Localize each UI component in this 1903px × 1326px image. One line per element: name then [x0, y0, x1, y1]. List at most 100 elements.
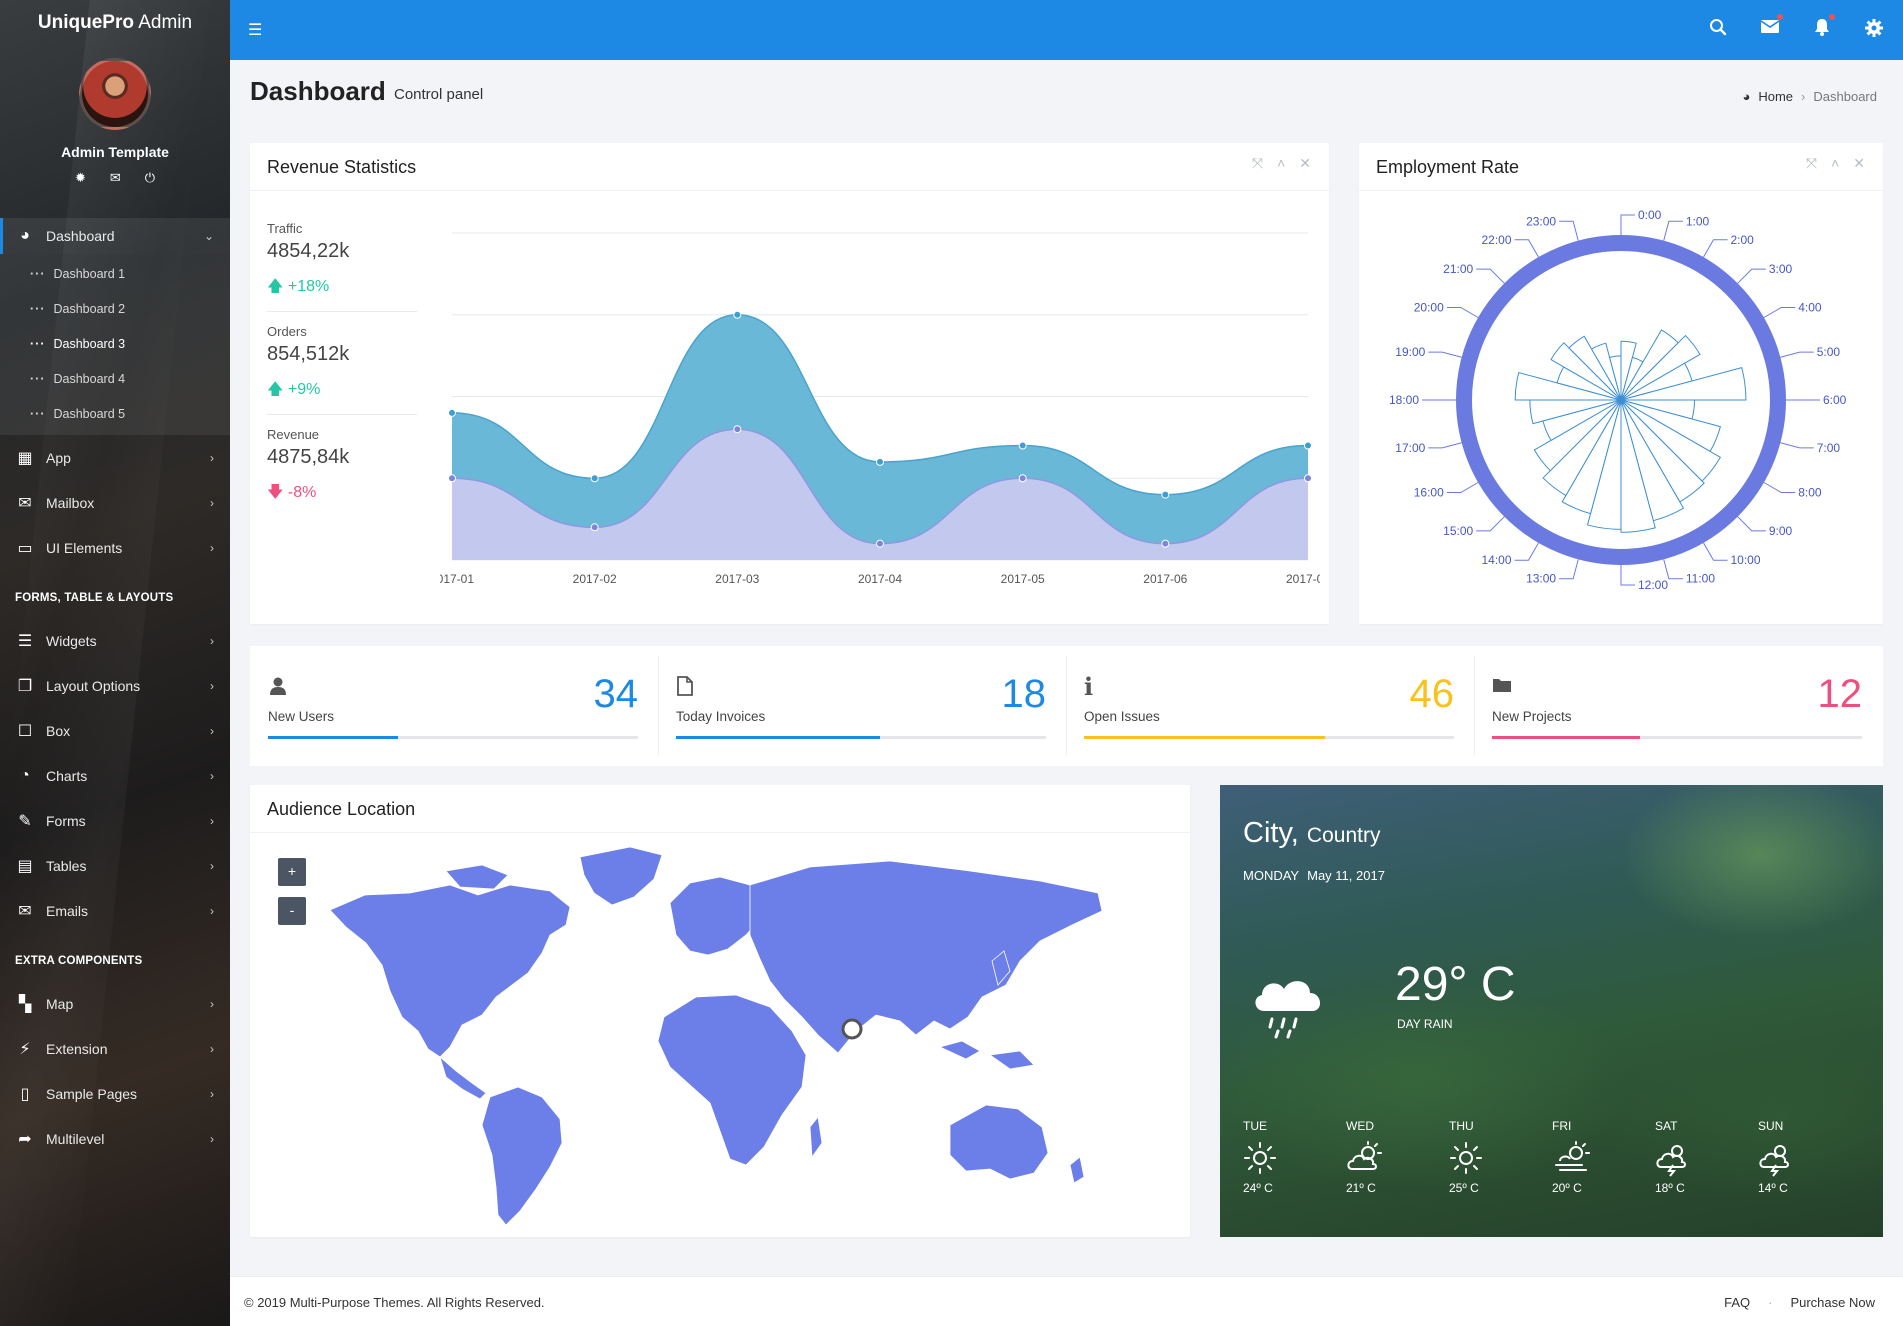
forecast-day-name: SUN	[1758, 1119, 1784, 1133]
menu-header-forms: FORMS, TABLE & LAYOUTS	[15, 592, 174, 604]
hour-label: 17:00	[1395, 441, 1425, 455]
close-icon[interactable]: ✕	[1853, 155, 1865, 171]
sidebar-item-label: Mailbox	[46, 494, 95, 511]
sidebar-item-label: Layout Options	[46, 677, 141, 694]
polar-wedge	[1568, 335, 1622, 401]
purchase-now-link[interactable]: Purchase Now	[1790, 1295, 1875, 1310]
sidebar-item-charts[interactable]: ◔ Charts ›	[0, 753, 230, 798]
world-map[interactable]	[250, 785, 1190, 1237]
messages-icon[interactable]	[1759, 14, 1783, 43]
expand-icon[interactable]: ⤧	[1805, 155, 1818, 171]
user-name: Admin Template	[61, 144, 169, 160]
weather-country: Country	[1306, 824, 1381, 847]
brand-logo[interactable]: UniquePro Admin	[0, 0, 230, 46]
chevron-right-icon: ›	[210, 450, 214, 465]
hamburger-menu-icon[interactable]: ☰	[248, 22, 263, 39]
sidebar-item-widgets[interactable]: ☰ Widgets ›	[0, 618, 230, 663]
sidebar-item-dashboard[interactable]: ◕ Dashboard ⌄	[0, 218, 230, 254]
sidebar-item-multilevel[interactable]: ➦ Multilevel ›	[0, 1116, 230, 1161]
forecast-temp: 20º C	[1552, 1181, 1582, 1195]
chevron-right-icon: ›	[210, 1041, 214, 1056]
sidebar-item-label: Tables	[46, 857, 87, 874]
breadcrumb-home[interactable]: Home	[1758, 89, 1794, 104]
sidebar-item-label: Map	[46, 995, 74, 1012]
weather-date: MONDAY May 11, 2017	[1243, 868, 1385, 883]
envelope-icon[interactable]: ✉	[109, 170, 121, 185]
arrow-up-icon: 🡅	[267, 381, 284, 398]
forecast-temp: 21º C	[1346, 1181, 1376, 1195]
weather-date-value: May 11, 2017	[1307, 868, 1385, 883]
polar-wedge	[1590, 342, 1622, 401]
x-tick-label: 2017-06	[1143, 572, 1187, 586]
search-icon[interactable]	[1707, 18, 1729, 43]
series-area-0	[452, 314, 1308, 560]
sidebar-item-extension[interactable]: ⚡ Extension ›	[0, 1026, 230, 1071]
kpi-progress-track	[676, 736, 1046, 739]
sidebar-item-mailbox[interactable]: ✉ Mailbox ›	[0, 480, 230, 525]
hour-label: 16:00	[1414, 486, 1444, 500]
rain-cloud-icon	[1248, 965, 1328, 1050]
hour-label: 8:00	[1798, 486, 1822, 500]
stat-change-up: 🡅 +9%	[267, 378, 417, 405]
close-icon[interactable]: ✕	[1299, 155, 1311, 171]
sidebar-item-box[interactable]: ☐ Box ›	[0, 708, 230, 753]
sidebar-item-tables[interactable]: ▤ Tables ›	[0, 843, 230, 888]
hour-leader	[1737, 516, 1766, 532]
stat-value: 4875,84k	[267, 446, 350, 468]
chevron-down-icon: ⌄	[203, 229, 214, 243]
gear-icon[interactable]	[1863, 18, 1885, 43]
weather-condition: DAY RAIN	[1397, 1017, 1453, 1031]
weather-city: City,	[1243, 817, 1299, 849]
hour-leader	[1446, 307, 1479, 318]
sidebar-subitem-dashboard-1[interactable]: ··· Dashboard 1	[30, 266, 126, 281]
sidebar-item-sample-pages[interactable]: ▯ Sample Pages ›	[0, 1071, 230, 1116]
collapse-icon[interactable]: ˄	[1277, 155, 1286, 171]
hour-label: 7:00	[1817, 441, 1841, 455]
hour-label: 20:00	[1414, 301, 1444, 315]
arrow-up-icon: 🡅	[267, 278, 284, 295]
subitem-label: Dashboard 2	[53, 301, 126, 316]
x-tick-label: 2017-03	[715, 572, 759, 586]
data-point	[1018, 441, 1027, 450]
sidebar-subitem-dashboard-5[interactable]: ··· Dashboard 5	[30, 406, 126, 421]
data-point	[590, 474, 599, 483]
settings-icon[interactable]: ✹	[74, 170, 86, 185]
hour-leader	[1763, 482, 1796, 493]
collapse-icon[interactable]: ˄	[1831, 155, 1840, 171]
notifications-icon[interactable]	[1811, 14, 1835, 43]
chevron-right-icon: ›	[210, 678, 214, 693]
page-subtitle: Control panel	[394, 86, 484, 103]
kpi-label: New Projects	[1492, 709, 1572, 724]
map-zoom-in-button[interactable]: +	[278, 858, 306, 886]
sidebar-item-app[interactable]: ▦ App ›	[0, 435, 230, 480]
sidebar-item-forms[interactable]: ✎ Forms ›	[0, 798, 230, 843]
map-zoom-out-button[interactable]: -	[278, 897, 306, 925]
hour-leader	[1763, 307, 1796, 318]
faq-link[interactable]: FAQ	[1724, 1295, 1751, 1310]
sidebar-item-label: Extension	[46, 1040, 108, 1057]
chevron-right-icon: ›	[210, 858, 214, 873]
revenue-statistics-card: Revenue Statistics ⤧ ˄ ✕ Traffic 4854,22…	[250, 143, 1329, 624]
power-icon[interactable]: ⏻	[144, 170, 156, 185]
messages-badge	[1777, 14, 1783, 20]
hour-leader	[1476, 516, 1505, 532]
forecast-day-name: FRI	[1552, 1119, 1572, 1133]
weather-card: City, Country MONDAY May 11, 2017 29° C D…	[1220, 785, 1883, 1237]
kpi-progress-track	[1084, 736, 1454, 739]
sidebar-item-emails[interactable]: ✉ Emails ›	[0, 888, 230, 933]
stat-label: Traffic	[267, 221, 303, 236]
sidebar-subitem-dashboard-3[interactable]: ··· Dashboard 3	[30, 336, 126, 351]
kpi-new-users: New Users 34	[250, 646, 658, 766]
square-icon: ☐	[17, 722, 33, 740]
brand-bold: UniquePro	[37, 12, 134, 33]
location-marker[interactable]	[841, 1018, 863, 1040]
sidebar-item-ui-elements[interactable]: ▭ UI Elements ›	[0, 525, 230, 570]
sidebar-subitem-dashboard-2[interactable]: ··· Dashboard 2	[30, 301, 126, 316]
sidebar-item-layout-options[interactable]: ❐ Layout Options ›	[0, 663, 230, 708]
dashboard-icon: ◕	[1742, 89, 1751, 104]
sidebar-item-map[interactable]: ▚ Map ›	[0, 981, 230, 1026]
sidebar-subitem-dashboard-4[interactable]: ··· Dashboard 4	[30, 371, 126, 386]
avatar[interactable]	[79, 58, 151, 130]
expand-icon[interactable]: ⤧	[1251, 155, 1264, 171]
kpi-label: Today Invoices	[676, 709, 766, 724]
